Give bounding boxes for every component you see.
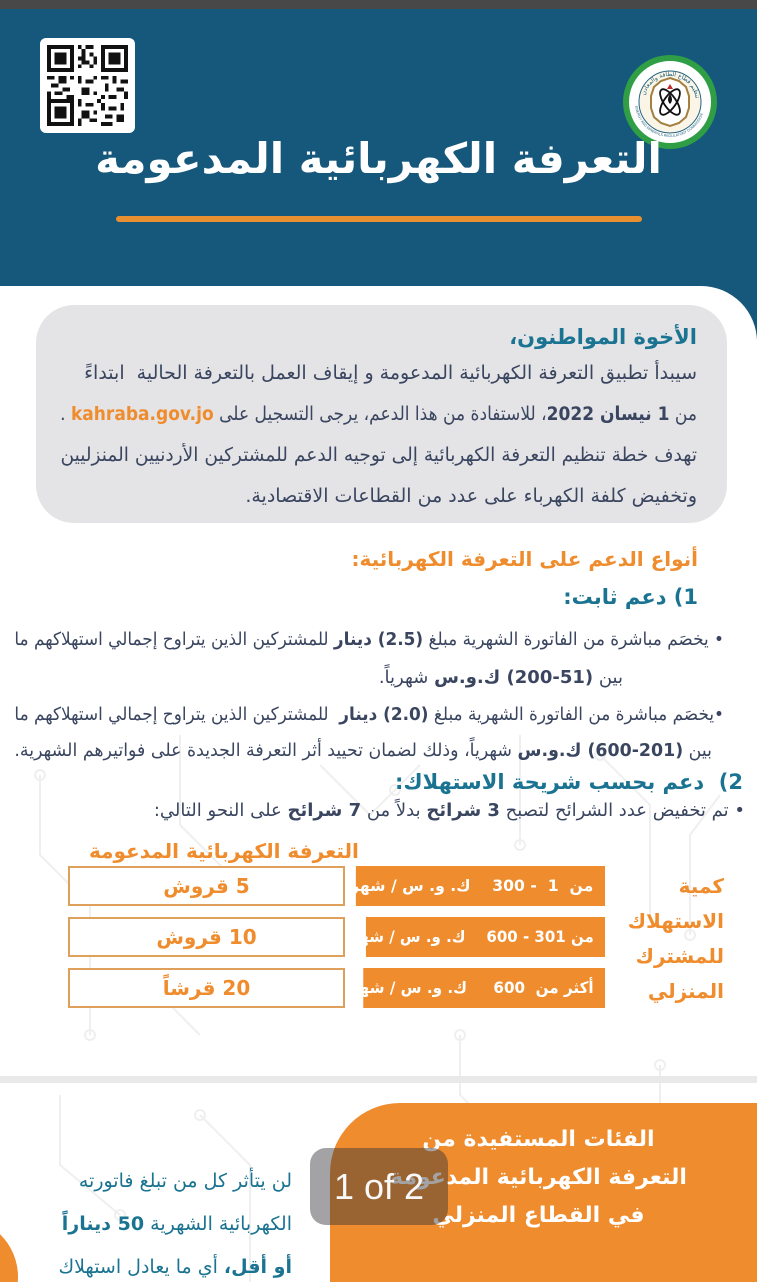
note-line-3: أو أقل، أي ما يعادل استهلاك <box>10 1246 292 1282</box>
intro-line-2: من 1 نيسان 2022، للاستفادة من هذا الدعم،… <box>60 394 697 435</box>
intro-line-3: تهدف خطة تنظيم التعرفة الكهربائية إلى تو… <box>60 444 698 466</box>
intro-heading: الأخوة المواطنون، <box>509 325 697 349</box>
amount-2-0-dinar: (2.0) دينار <box>339 704 429 725</box>
fixed-bullet-2-line-1: •يخصَم مباشرة من الفاتورة الشهرية مبلغ (… <box>14 704 724 725</box>
b2l2-a: بين <box>683 740 712 761</box>
fifty-dinars: 50 ديناراً <box>61 1213 145 1235</box>
title-underline <box>116 216 642 222</box>
start-date: 1 نيسان 2022 <box>546 403 670 425</box>
beneficiaries-box: الفئات المستفيدة من التعرفة الكهربائية ا… <box>330 1103 757 1282</box>
price-cell: 10 قروش <box>68 917 345 957</box>
note-line-1: لن يتأثر كل من تبلغ فاتورته <box>78 1170 292 1192</box>
table-row: أكثر من 600 ك. و. س / شهر 20 قرشاً <box>68 968 605 1008</box>
intro-line-4: وتخفيض كلفة الكهرباء على عدد من القطاعات… <box>245 485 697 507</box>
price-cell: 20 قرشاً <box>68 968 345 1008</box>
tier-e: على النحو التالي: <box>153 800 288 821</box>
emrc-logo-image: هيئة تنظيم قطاع الطاقة والمعادن ENERGY A… <box>619 49 717 149</box>
consumption-range-cell: من 301 - 600 ك. و. س / شهر <box>350 917 605 957</box>
beneficiaries-line-3: في القطاع المنزلي <box>432 1203 645 1228</box>
fixed-bullet-1-line-2: بين (51-200) ك.و.س شهرياً. <box>200 667 623 688</box>
fixed-bullet-1-line-1: • يخصَم مباشرة من الفاتورة الشهرية مبلغ … <box>14 629 724 650</box>
page-title: التعرفة الكهربائية المدعومة <box>95 134 662 183</box>
table-row: من 301 - 600 ك. و. س / شهر 10 قروش <box>68 917 605 957</box>
tariff-table-title: التعرفة الكهربائية المدعومة <box>89 839 359 863</box>
b1l1-a: • يخصَم مباشرة من الفاتورة الشهرية مبلغ <box>423 629 724 650</box>
b1l1-c: للمشتركين الذين يتراوح إجمالي استهلاكهم … <box>14 629 334 650</box>
tier-support-title: 2) دعم بحسب شريحة الاستهلاك: <box>395 770 743 794</box>
b1l2-a: بين <box>593 667 623 688</box>
tier-bullet: • تم تخفيض عدد الشرائح لتصبح 3 شرائح بدل… <box>80 800 745 821</box>
section-divider <box>0 1076 757 1083</box>
note-l2-text: الكهربائية الشهرية <box>144 1213 292 1235</box>
amount-2-5-dinar: (2.5) دينار <box>333 629 424 650</box>
three-tiers: 3 شرائح <box>426 800 500 821</box>
note-l3-text: أي ما يعادل استهلاك <box>58 1256 224 1278</box>
consumption-range-cell: من 1 - 300 ك. و. س / شهر <box>350 866 605 906</box>
table-row: من 1 - 300 ك. و. س / شهر 5 قروش <box>68 866 605 906</box>
tariff-table: من 1 - 300 ك. و. س / شهر 5 قروش من 301 -… <box>68 866 605 1019</box>
range-51-200: (51-200) ك.و.س <box>434 667 594 688</box>
footer-note: لن يتأثر كل من تبلغ فاتورته الكهربائية ا… <box>10 1160 292 1282</box>
consumption-side-label: كمية الاستهلاك للمشترك المنزلي <box>627 874 724 1003</box>
tier-a: • تم تخفيض عدد الشرائح لتصبح <box>499 800 745 821</box>
kahraba-link[interactable]: kahraba.gov.jo <box>70 403 214 425</box>
price-cell: 5 قروش <box>68 866 345 906</box>
consumption-range-cell: أكثر من 600 ك. و. س / شهر <box>350 968 605 1008</box>
intro-line-2-text: من <box>669 403 697 425</box>
qr-code[interactable] <box>40 38 135 133</box>
intro-line-2-period: . <box>60 403 71 425</box>
fixed-support-title: 1) دعم ثابت: <box>563 585 698 609</box>
or-less: أو أقل، <box>223 1256 292 1278</box>
range-201-600: (201-600) ك.و.س <box>517 740 684 761</box>
qr-code-image <box>47 45 128 126</box>
fixed-bullet-2-line-2: بين (201-600) ك.و.س شهرياً، وذلك لضمان ت… <box>14 740 712 761</box>
emrc-logo: هيئة تنظيم قطاع الطاقة والمعادن ENERGY A… <box>619 49 718 150</box>
b2l2-c: شهرياً، وذلك لضمان تحييد أثر التعرفة الج… <box>14 740 518 761</box>
note-line-2: الكهربائية الشهرية 50 ديناراً <box>10 1203 292 1246</box>
b2l1-c: للمشتركين الذين يتراوح إجمالي استهلاكهم … <box>14 704 340 725</box>
intro-box: الأخوة المواطنون، سيبدأ تطبيق التعرفة ال… <box>36 305 727 523</box>
intro-line-1: سيبدأ تطبيق التعرفة الكهربائية المدعومة … <box>84 362 697 384</box>
beneficiaries-line-2: التعرفة الكهربائية المدعومة <box>390 1165 687 1190</box>
tier-c: بدلاً من <box>361 800 427 821</box>
b2l1-a: •يخصَم مباشرة من الفاتورة الشهرية مبلغ <box>428 704 724 725</box>
seven-tiers: 7 شرائح <box>287 800 362 821</box>
b1l2-c: شهرياً. <box>378 667 435 688</box>
pager-overlay: 1 of 2 <box>310 1148 448 1225</box>
support-types-heading: أنواع الدعم على التعرفة الكهربائية: <box>351 547 698 571</box>
intro-line-2-text2: ، للاستفادة من هذا الدعم، يرجى التسجيل ع… <box>213 403 547 425</box>
pager-label: 1 of 2 <box>333 1165 425 1207</box>
viewer-top-bar <box>0 0 757 9</box>
beneficiaries-line-1: الفئات المستفيدة من <box>422 1127 655 1152</box>
